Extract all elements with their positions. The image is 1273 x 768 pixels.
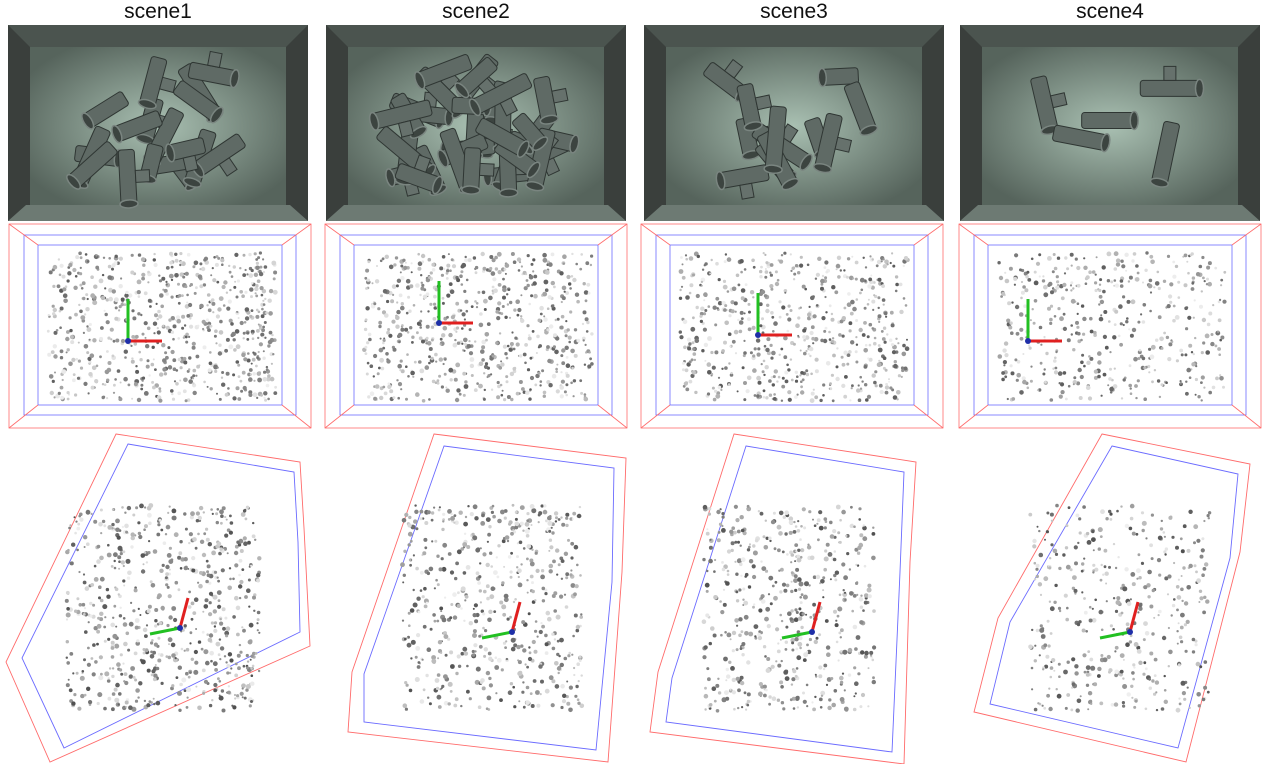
scene1-photo — [8, 25, 308, 221]
point-cloud — [679, 252, 910, 404]
scene1-pointcloud-perspective — [4, 432, 316, 764]
scene2-pointcloud-perspective — [344, 432, 634, 764]
scene2-title: scene2 — [326, 0, 626, 24]
scene3-pointcloud-perspective — [648, 432, 924, 764]
point-cloud — [400, 504, 584, 712]
scene2-photo — [326, 25, 626, 221]
scene1-pointcloud-top — [8, 223, 316, 431]
bounding-box-outer — [974, 434, 1250, 762]
coordinate-axes — [436, 281, 473, 326]
point-cloud — [997, 251, 1226, 401]
scene4-pointcloud-perspective — [972, 432, 1262, 764]
scene4-title: scene4 — [960, 0, 1260, 24]
scene2-pointcloud-top — [324, 223, 632, 431]
point-cloud — [362, 252, 594, 403]
scene4-photo — [960, 25, 1260, 221]
coordinate-axes — [125, 299, 162, 344]
point-cloud — [1028, 504, 1211, 713]
scene1-title: scene1 — [8, 0, 308, 24]
scene3-photo — [644, 25, 944, 221]
scene4-pointcloud-top — [958, 223, 1266, 431]
point-cloud — [702, 505, 877, 713]
point-cloud — [47, 251, 278, 402]
scene3-pointcloud-top — [640, 223, 948, 431]
bounding-box-outer — [650, 434, 916, 764]
coordinate-axes — [1100, 602, 1138, 638]
scene3-title: scene3 — [644, 0, 944, 24]
